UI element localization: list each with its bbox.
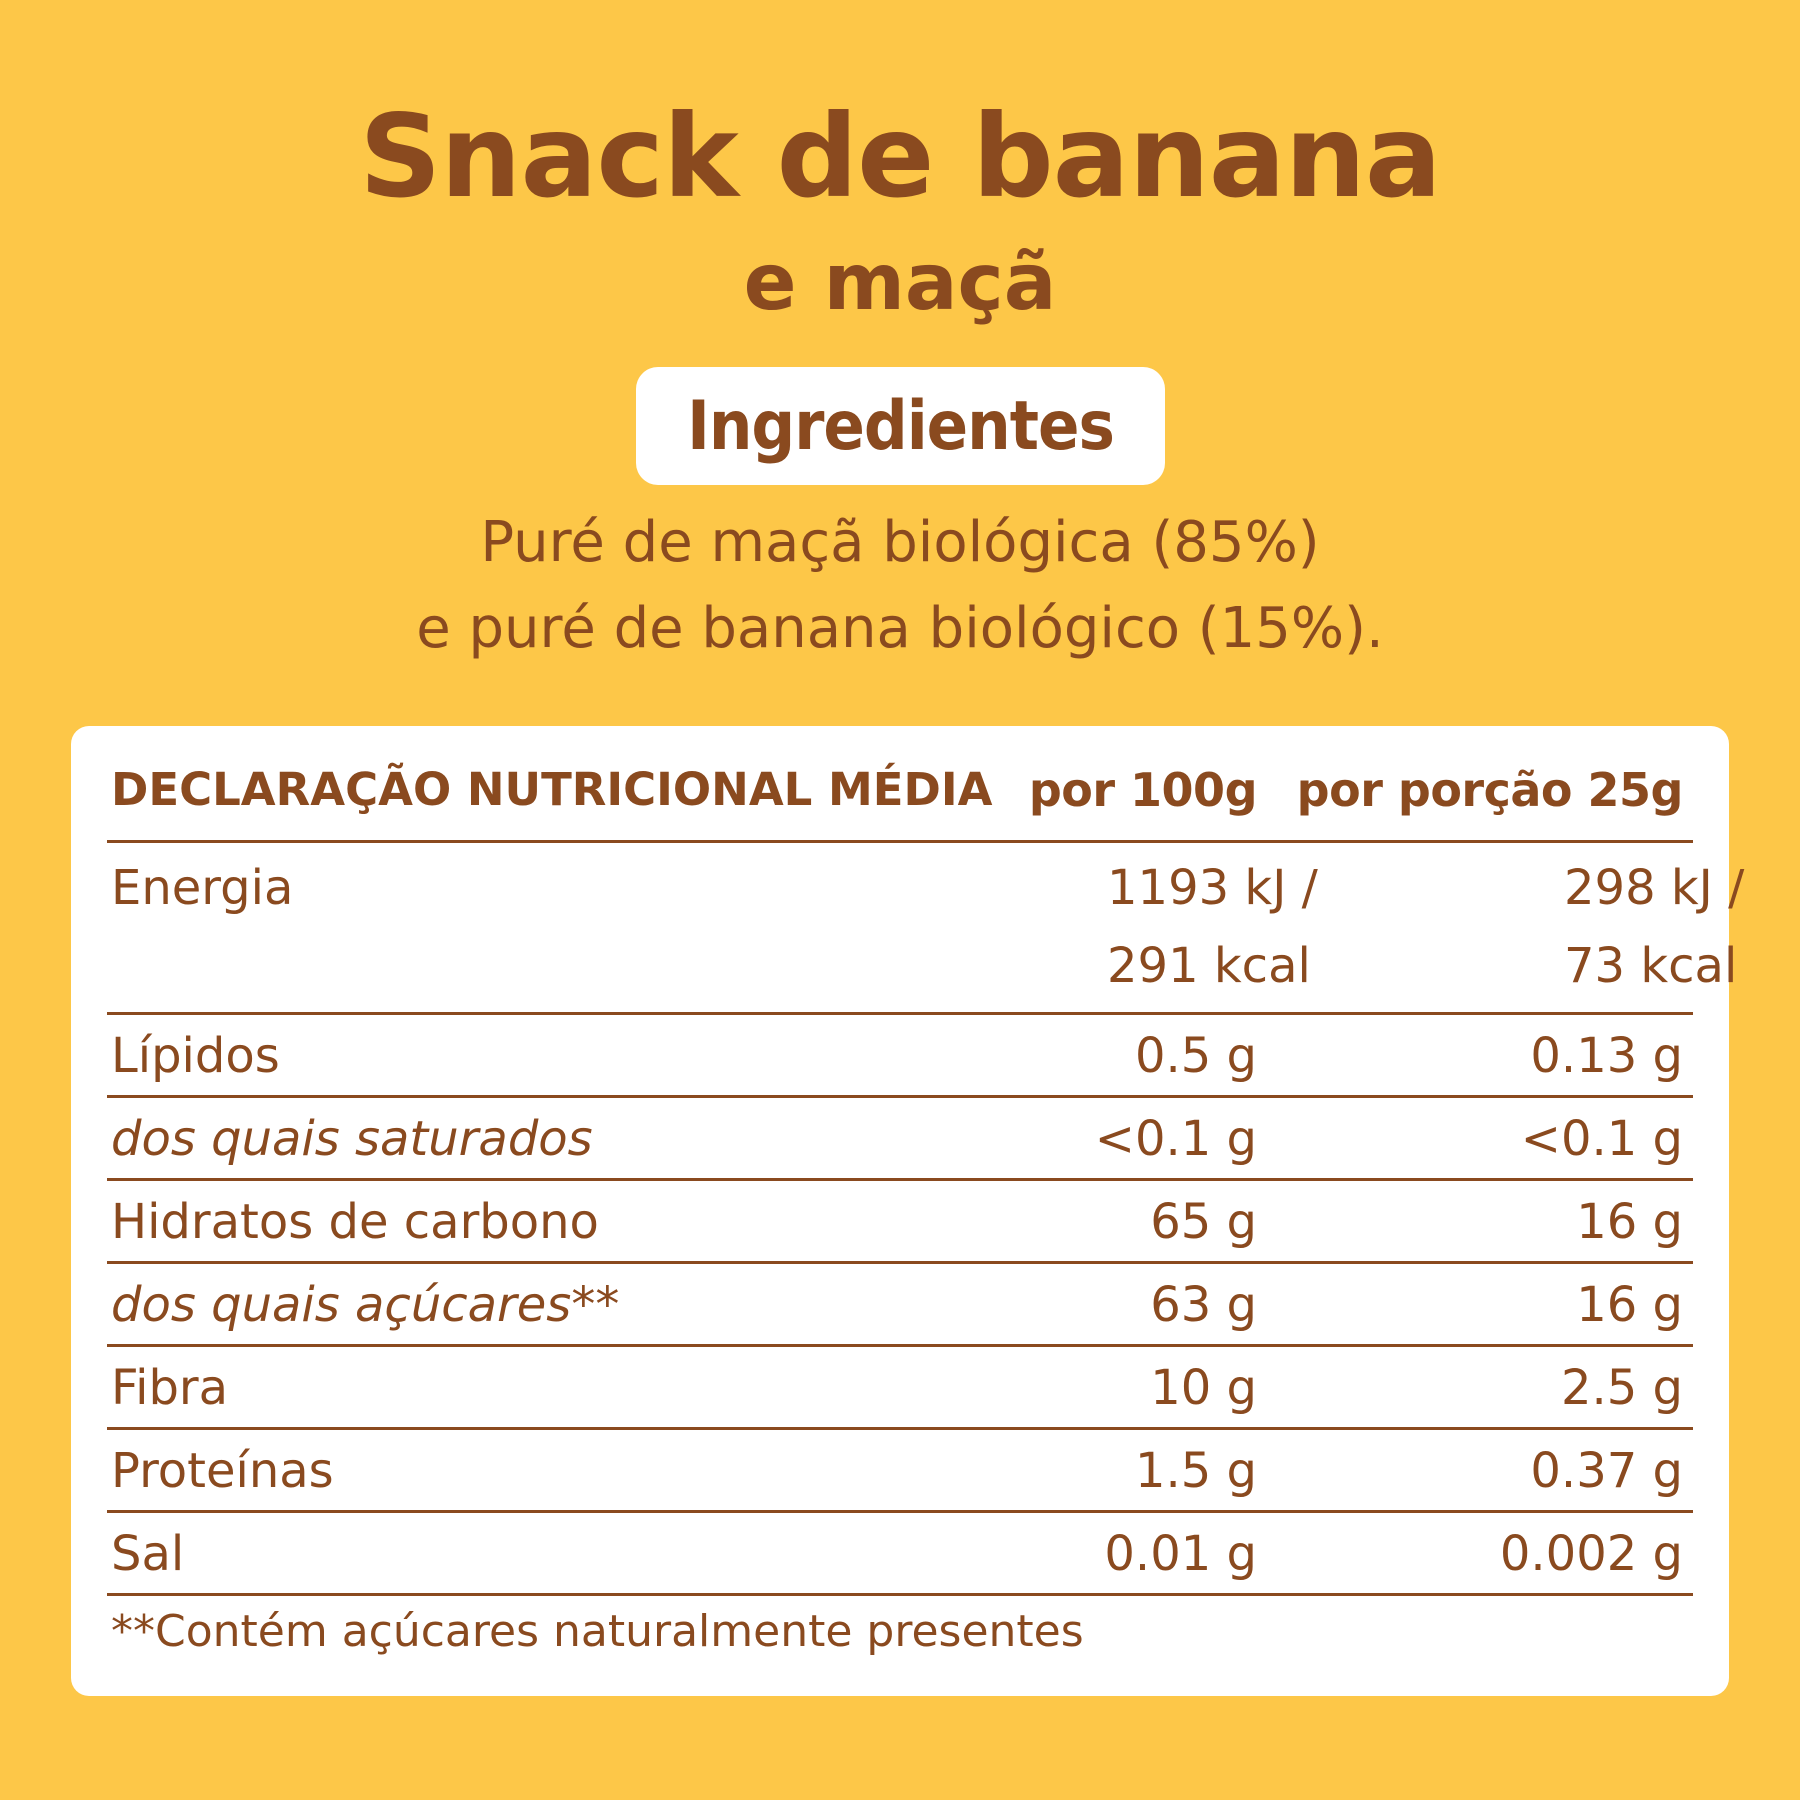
nutrient-per-100g: 65 g	[1150, 1194, 1257, 1250]
nutrient-per-portion: <0.1 g	[1520, 1111, 1683, 1167]
nutrient-label: Sal	[111, 1526, 185, 1582]
nutrient-per-100g: 0.01 g	[1104, 1526, 1257, 1582]
table-row: Sal 0.01 g 0.002 g	[107, 1513, 1693, 1596]
nutrient-label: Proteínas	[111, 1443, 334, 1499]
energy-row: Energia 1193 kJ / 291 kcal 298 kJ / 73 k…	[107, 843, 1744, 1015]
energy-per-100g-kj: 1193 kJ /	[1107, 860, 1318, 916]
ingredients-line-1: Puré de maçã biológica (85%)	[480, 510, 1320, 575]
nutrient-per-portion: 2.5 g	[1560, 1360, 1683, 1416]
product-subtitle: e maçã	[743, 238, 1057, 328]
header-per-portion: por porção 25g	[1296, 763, 1684, 817]
table-row: dos quais açúcares** 63 g 16 g	[107, 1264, 1693, 1347]
energy-per-portion-kcal: 73 kcal	[1564, 938, 1738, 994]
nutrient-label: Lípidos	[111, 1028, 280, 1084]
nutrient-label: dos quais açúcares**	[111, 1277, 620, 1333]
nutrition-table: DECLARAÇÃO NUTRICIONAL MÉDIA por 100g po…	[107, 748, 1744, 1596]
nutrition-panel: DECLARAÇÃO NUTRICIONAL MÉDIA por 100g po…	[71, 726, 1744, 1696]
energy-per-100g-kcal: 291 kcal	[1107, 938, 1311, 994]
nutrition-header-row: DECLARAÇÃO NUTRICIONAL MÉDIA por 100g po…	[107, 748, 1693, 843]
nutrient-label: Hidratos de carbono	[111, 1194, 599, 1250]
nutrient-per-portion: 16 g	[1576, 1194, 1683, 1250]
footnote: **Contém açúcares naturalmente presentes	[111, 1606, 1084, 1657]
table-row: dos quais saturados <0.1 g <0.1 g	[107, 1098, 1693, 1181]
header-declaration: DECLARAÇÃO NUTRICIONAL MÉDIA	[111, 763, 993, 816]
nutrient-label: Fibra	[111, 1360, 229, 1416]
nutrient-per-100g: 1.5 g	[1134, 1443, 1257, 1499]
table-row: Fibra 10 g 2.5 g	[107, 1347, 1693, 1430]
energy-per-portion: 298 kJ / 73 kcal	[1564, 849, 1744, 1005]
nutrient-per-portion: 0.13 g	[1530, 1028, 1683, 1084]
energy-per-100g: 1193 kJ / 291 kcal	[1107, 849, 1318, 1005]
nutrient-per-100g: 63 g	[1150, 1277, 1257, 1333]
energy-per-portion-kj: 298 kJ /	[1564, 860, 1745, 916]
energy-label: Energia	[111, 860, 294, 916]
ingredients-text: Puré de maçã biológica (85%) e puré de b…	[0, 500, 1800, 672]
table-row: Proteínas 1.5 g 0.37 g	[107, 1430, 1693, 1513]
nutrient-per-100g: <0.1 g	[1094, 1111, 1257, 1167]
table-row: Lípidos 0.5 g 0.13 g	[107, 1015, 1693, 1098]
ingredients-line-2: e puré de banana biológico (15%).	[416, 596, 1384, 661]
nutrient-per-portion: 0.002 g	[1499, 1526, 1683, 1582]
ingredients-heading-badge: Ingredientes	[636, 367, 1165, 485]
product-title: Snack de banana	[359, 90, 1442, 223]
nutrient-per-100g: 0.5 g	[1134, 1028, 1257, 1084]
header-per-100g: por 100g	[1028, 763, 1258, 817]
nutrient-label: dos quais saturados	[111, 1111, 593, 1167]
table-row: Hidratos de carbono 65 g 16 g	[107, 1181, 1693, 1264]
nutrient-per-100g: 10 g	[1150, 1360, 1257, 1416]
ingredients-heading: Ingredientes	[687, 386, 1115, 466]
nutrient-per-portion: 0.37 g	[1530, 1443, 1683, 1499]
nutrient-per-portion: 16 g	[1576, 1277, 1683, 1333]
